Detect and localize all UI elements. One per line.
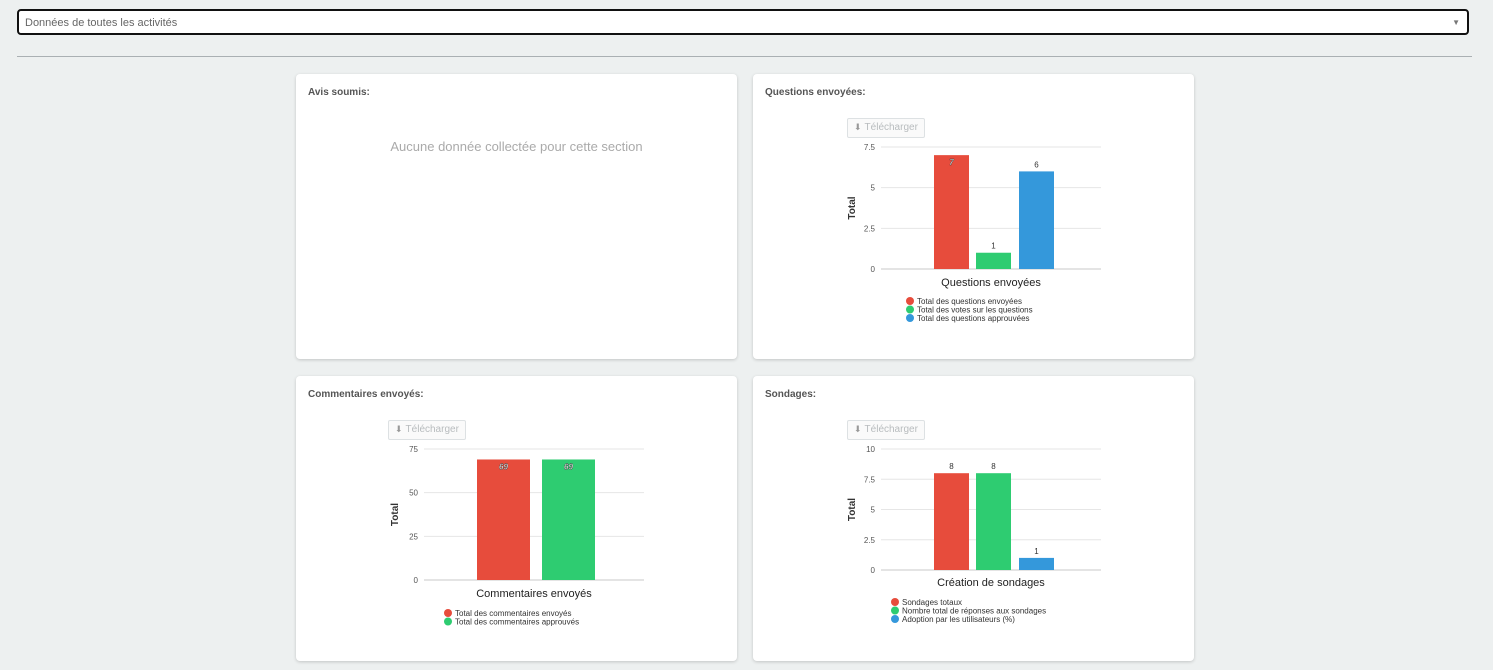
card-title: Questions envoyées: xyxy=(765,87,866,98)
card-commentaires-envoyes: Commentaires envoyés: ⬇ Télécharger 0 25 50… xyxy=(296,376,737,661)
legend-swatch xyxy=(444,609,452,617)
y-tick-label: 7.5 xyxy=(864,143,876,152)
data-label: 1 xyxy=(991,242,996,251)
legend-swatch xyxy=(891,615,899,623)
y-tick-label: 50 xyxy=(409,489,418,498)
activity-filter-value: Données de toutes les activités xyxy=(25,17,178,29)
y-tick-label: 2.5 xyxy=(864,536,876,545)
download-icon: ⬇ xyxy=(854,424,862,434)
download-icon: ⬇ xyxy=(395,424,403,434)
data-label: 8 xyxy=(991,462,996,471)
section-divider xyxy=(17,56,1472,57)
bar xyxy=(976,252,1011,269)
bar xyxy=(477,459,530,580)
card-sondages: Sondages: ⬇ Télécharger 0 2.5 5 7.5 10 Total 8 8… xyxy=(753,376,1194,661)
bar xyxy=(1019,171,1054,269)
card-title: Avis soumis: xyxy=(308,87,370,98)
y-axis-label: Total xyxy=(847,498,858,521)
legend-swatch xyxy=(444,617,452,626)
commentaires-bar-chart: 0 25 50 75 Total 69 69 Commentaires envoyés Tota… xyxy=(390,445,644,627)
y-tick-label: 5 xyxy=(871,184,876,193)
card-avis-soumis: Avis soumis: Aucune donnée collectée pou… xyxy=(296,74,737,359)
y-tick-label: 0 xyxy=(871,566,876,575)
legend-item: Total des commentaires approuvés xyxy=(455,618,579,627)
download-label: Télécharger xyxy=(864,424,918,435)
chevron-down-icon: ▼ xyxy=(1452,18,1460,27)
y-axis-label: Total xyxy=(390,503,401,526)
download-icon: ⬇ xyxy=(854,122,862,132)
x-axis-label: Questions envoyées xyxy=(941,277,1041,289)
y-tick-label: 25 xyxy=(409,532,418,541)
y-tick-label: 5 xyxy=(871,506,876,515)
download-button[interactable]: ⬇ Télécharger xyxy=(847,420,925,440)
legend-swatch xyxy=(906,314,914,322)
legend-item: Nombre total de réponses aux sondages xyxy=(902,607,1046,616)
legend-item: Adoption par les utilisateurs (%) xyxy=(902,615,1015,624)
legend-swatch xyxy=(891,606,899,615)
legend-item: Sondages totaux xyxy=(902,598,962,607)
download-button[interactable]: ⬇ Télécharger xyxy=(388,420,466,440)
y-tick-label: 10 xyxy=(866,445,875,454)
bar xyxy=(976,473,1011,570)
legend-item: Total des questions approuvées xyxy=(917,314,1030,323)
bar xyxy=(542,459,595,580)
data-label: 1 xyxy=(1034,547,1039,556)
data-label: 69 xyxy=(564,462,573,471)
x-axis-label: Commentaires envoyés xyxy=(476,588,592,600)
card-title: Sondages: xyxy=(765,389,817,400)
legend-swatch xyxy=(906,297,914,305)
download-label: Télécharger xyxy=(405,424,459,435)
y-tick-label: 0 xyxy=(871,265,876,274)
legend-swatch xyxy=(891,598,899,606)
y-axis-label: Total xyxy=(847,196,858,219)
data-label: 8 xyxy=(949,462,954,471)
legend-item: Total des votes sur les questions xyxy=(917,306,1033,315)
download-button[interactable]: ⬇ Télécharger xyxy=(847,118,925,138)
activity-filter-select[interactable]: Données de toutes les activités ▼ xyxy=(17,9,1469,35)
data-label: 7 xyxy=(949,158,954,167)
download-label: Télécharger xyxy=(864,122,918,133)
bar xyxy=(1019,557,1054,570)
legend-item: Total des questions envoyées xyxy=(917,297,1022,306)
x-axis-label: Création de sondages xyxy=(937,577,1045,589)
y-tick-label: 0 xyxy=(414,576,419,585)
card-questions-envoyees: Questions envoyées: ⬇ Télécharger 0 2.5 5 7.… xyxy=(753,74,1194,359)
y-tick-label: 75 xyxy=(409,445,418,454)
data-label: 69 xyxy=(499,462,508,471)
questions-bar-chart: 0 2.5 5 7.5 Total 7 1 6 Questions envoyées Total … xyxy=(847,143,1101,323)
y-tick-label: 7.5 xyxy=(864,475,876,484)
data-label: 6 xyxy=(1034,160,1039,169)
bar xyxy=(934,155,969,269)
bar xyxy=(934,473,969,570)
sondages-bar-chart: 0 2.5 5 7.5 10 Total 8 8 1 Création de sondages So… xyxy=(847,445,1101,624)
card-title: Commentaires envoyés: xyxy=(308,389,424,400)
y-tick-label: 2.5 xyxy=(864,224,876,233)
legend-item: Total des commentaires envoyés xyxy=(455,609,572,618)
empty-state-message: Aucune donnée collectée pour cette secti… xyxy=(390,139,643,154)
legend-swatch xyxy=(906,305,914,314)
